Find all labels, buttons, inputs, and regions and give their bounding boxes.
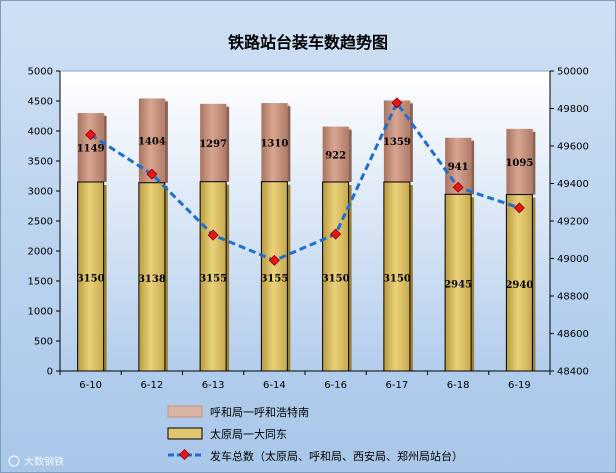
data-label-series-2: 1404	[138, 137, 166, 148]
bar-top-side	[164, 101, 168, 183]
x-tick-label: 6-12	[141, 380, 164, 391]
x-tick-label: 6-13	[202, 380, 225, 391]
line-point-series-3	[452, 181, 464, 193]
y-left-tick-label: 5000	[28, 67, 53, 78]
y-left-tick-label: 2000	[28, 247, 53, 258]
bar-bottom-side	[226, 184, 230, 371]
line-point-series-3	[207, 229, 219, 241]
x-tick-label: 6-19	[508, 380, 531, 391]
data-label-series-1: 3150	[383, 274, 411, 285]
legend-label-series-1: 太原局一大同东	[210, 427, 287, 441]
data-label-series-2: 941	[448, 162, 469, 173]
y-left-tick-label: 0	[47, 367, 53, 378]
y-left-tick-label: 500	[34, 337, 53, 348]
y-left-tick-label: 4000	[28, 127, 53, 138]
data-label-series-2: 1297	[199, 139, 227, 150]
bar-bottom-side	[532, 197, 536, 371]
bar-bottom-side	[103, 185, 107, 371]
y-left-ticks: 0 500 1000 1500 2000 2500 3000 3500 4000 4500 5000	[28, 67, 60, 378]
bar-bottom-side	[348, 185, 352, 371]
watermark: 大数钢铁	[8, 455, 64, 468]
bar-top-side	[226, 106, 230, 182]
legend-swatch-series-1	[167, 427, 203, 440]
bar-segment-series-2	[200, 103, 227, 182]
y-left-tick-label: 3000	[28, 187, 53, 198]
y-right-tick-label: 49400	[557, 179, 589, 190]
watermark-logo-icon	[8, 455, 20, 467]
legend: 呼和局一呼和浩特南 太原局一大同东 发车总数（太原局、呼和局、西安局、郑州局站台…	[167, 405, 463, 463]
bar-segment-series-1	[505, 194, 533, 372]
data-label-series-1: 3150	[77, 274, 105, 285]
x-ticks: 6-10 6-12 6-13 6-14 6-16 6-17 6-18 6-19	[59, 371, 551, 391]
data-label-series-1: 3155	[199, 273, 227, 284]
line-point-series-3	[513, 202, 525, 214]
data-label-series-2: 1359	[383, 137, 411, 148]
x-tick-label: 6-14	[263, 380, 286, 391]
y-right-tick-label: 49200	[557, 217, 589, 228]
y-right-tick-label: 49600	[557, 142, 589, 153]
x-tick-label: 6-10	[79, 380, 102, 391]
line-point-series-3	[391, 97, 403, 109]
bar-segment-series-2	[506, 128, 533, 195]
y-right-ticks: 48400 48600 48800 49000 49200 49400 49600 49800…	[550, 67, 589, 378]
bar-top-side	[532, 131, 536, 195]
bar-segment-series-1	[260, 181, 288, 372]
line-point-series-3	[85, 129, 97, 141]
y-right-tick-label: 48600	[557, 329, 589, 340]
y-right-tick-label: 50000	[557, 67, 589, 78]
bar-segment-series-2	[261, 103, 288, 182]
x-tick-label: 6-16	[324, 380, 347, 391]
y-left-tick-label: 1000	[28, 307, 53, 318]
chart-title: 铁路站台装车数趋势图	[228, 33, 388, 52]
plot-area	[59, 70, 551, 372]
data-label-series-2: 922	[325, 150, 346, 161]
bar-bottom-side	[409, 185, 413, 371]
data-labels-layer: 3150 1149 3138 1404 3155 1297 3155 1310 3150 922 3…	[77, 137, 534, 291]
line-layer	[85, 97, 525, 266]
line-point-series-3	[146, 168, 158, 180]
bar-top-side	[348, 129, 352, 182]
bar-bottom-side	[471, 197, 475, 371]
line-series-3	[89, 99, 520, 263]
data-label-series-2: 1095	[505, 158, 533, 169]
data-label-series-1: 3150	[322, 274, 350, 285]
bar-segment-series-1	[444, 193, 472, 372]
legend-label-series-3: 发车总数（太原局、呼和局、西安局、郑州局站台）	[210, 449, 463, 463]
y-right-tick-label: 48400	[557, 367, 589, 378]
data-label-series-1: 2945	[444, 280, 472, 291]
y-left-tick-label: 4500	[28, 97, 53, 108]
data-label-series-1: 3138	[138, 274, 166, 285]
bar-bottom-side	[287, 184, 291, 371]
line-point-series-3	[330, 228, 342, 240]
legend-swatch-series-2	[167, 405, 203, 418]
bar-top-side	[471, 140, 475, 195]
y-right-tick-label: 48800	[557, 292, 589, 303]
bar-segment-series-2	[322, 126, 349, 182]
bar-bottom-side	[164, 185, 168, 371]
data-label-series-2: 1310	[260, 138, 288, 149]
data-label-series-2: 1149	[77, 144, 105, 155]
bar-top-side	[103, 116, 107, 182]
bar-top-side	[409, 103, 413, 182]
line-point-series-3	[268, 254, 280, 266]
bar-segment-series-1	[383, 181, 411, 372]
y-left-tick-label: 1500	[28, 277, 53, 288]
y-left-tick-label: 3500	[28, 157, 53, 168]
bar-segment-series-2	[77, 113, 104, 182]
bar-top-side	[287, 106, 291, 182]
y-right-tick-label: 49000	[557, 254, 589, 265]
x-tick-label: 6-17	[386, 380, 409, 391]
legend-label-series-2: 呼和局一呼和浩特南	[210, 405, 309, 419]
bar-segment-series-1	[138, 182, 166, 372]
data-label-series-1: 3155	[260, 273, 288, 284]
watermark-text: 大数钢铁	[24, 455, 64, 468]
data-label-series-1: 2940	[505, 280, 533, 291]
y-left-tick-label: 2500	[28, 217, 53, 228]
x-tick-label: 6-18	[447, 380, 470, 391]
y-right-tick-label: 49800	[557, 104, 589, 115]
legend-marker-series-3	[178, 448, 191, 461]
bar-segment-series-1	[199, 181, 227, 372]
